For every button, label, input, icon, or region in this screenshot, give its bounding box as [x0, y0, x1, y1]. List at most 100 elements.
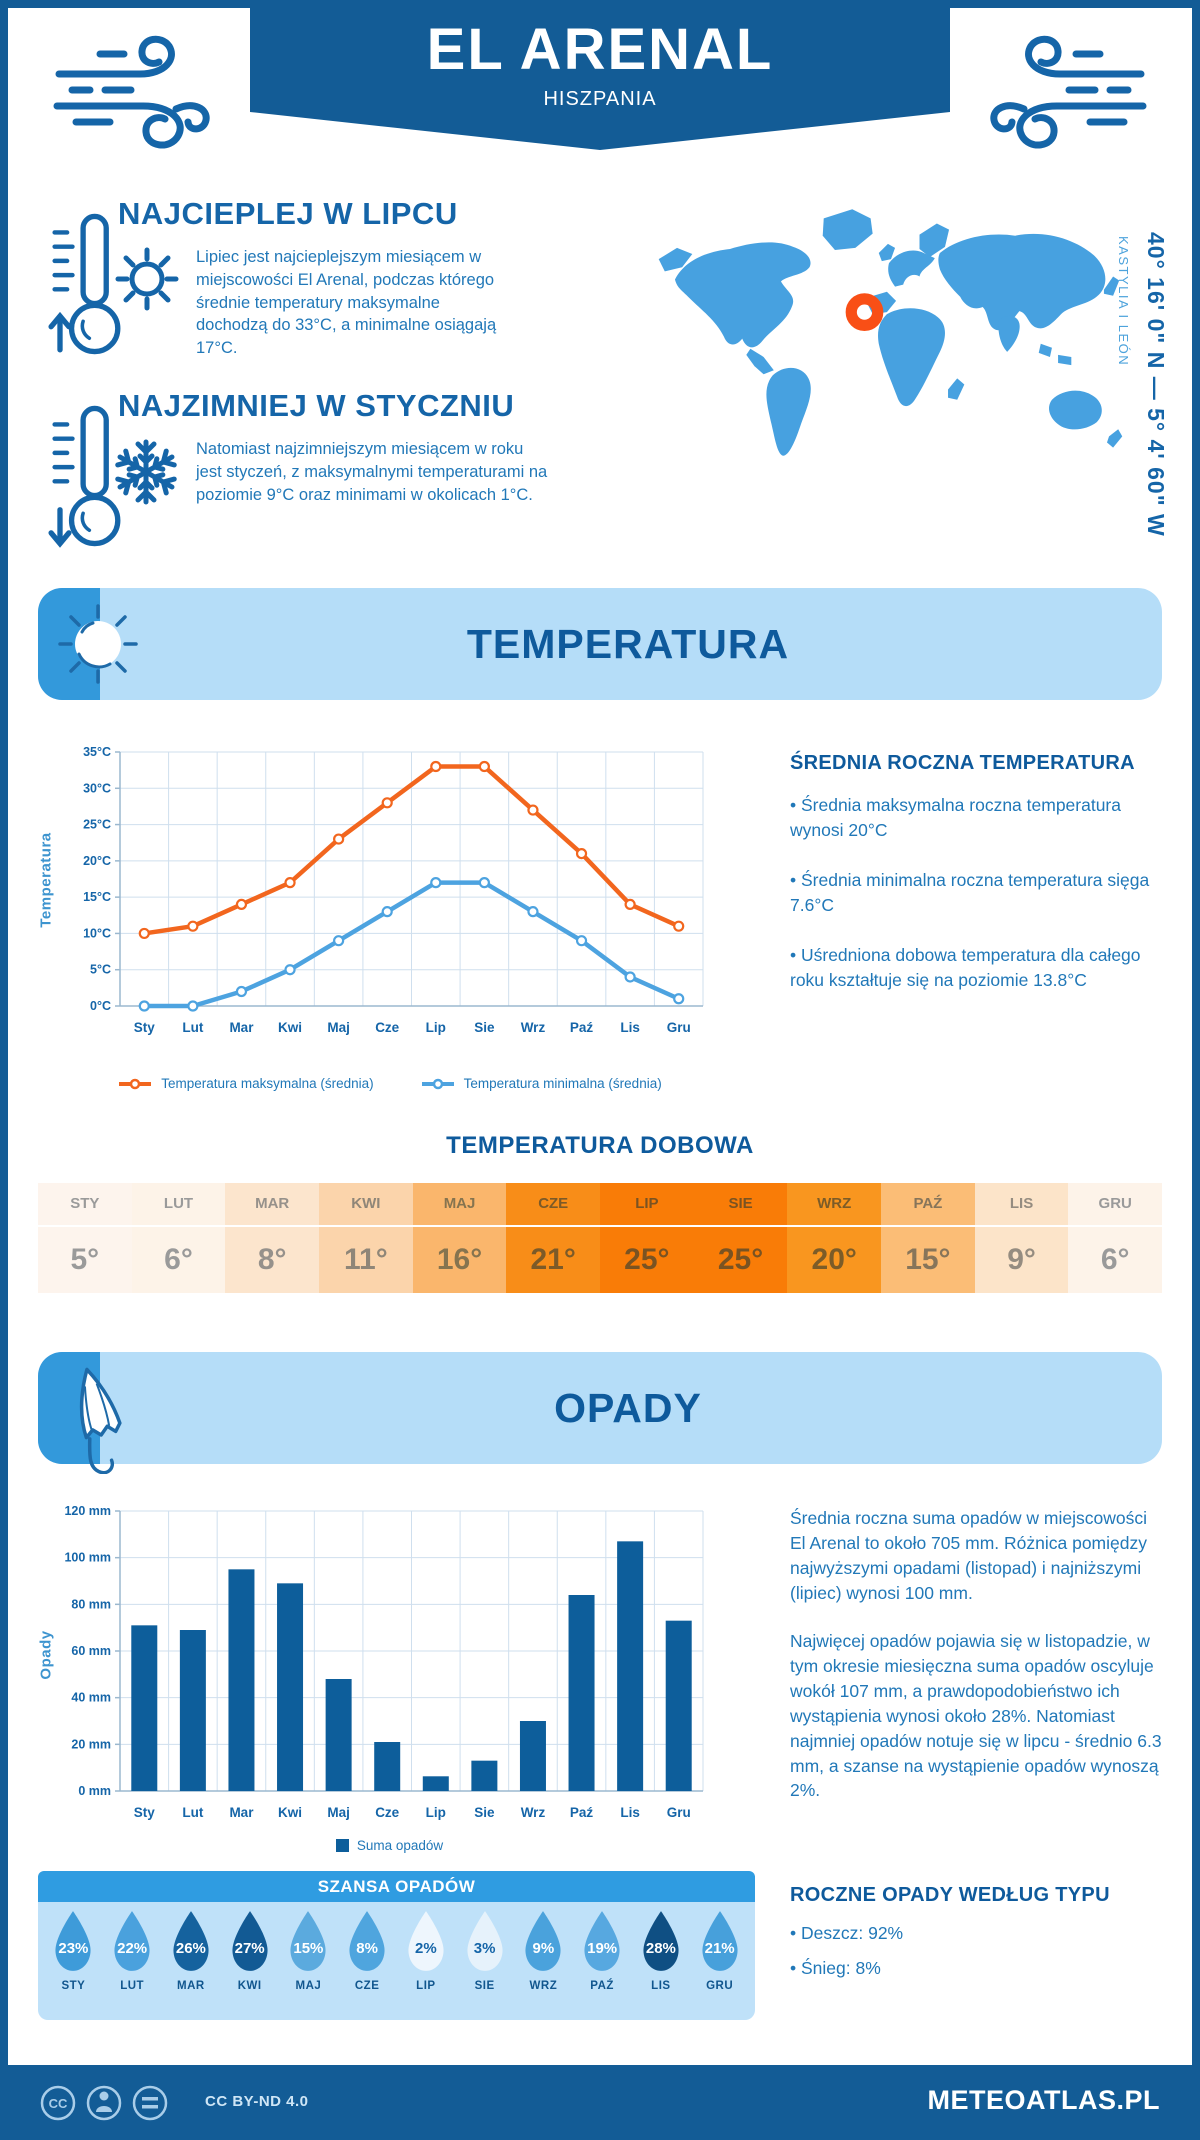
svg-text:0°C: 0°C: [90, 999, 111, 1013]
temp-cell: MAR 8°: [225, 1183, 320, 1293]
rain-drop-pct: 22%: [117, 1940, 148, 1957]
legend-label-max: Temperatura maksymalna (średnia): [161, 1076, 374, 1091]
rain-drop-month: KWI: [237, 1980, 262, 1992]
annual-bullet: • Średnia maksymalna roczna temperatura …: [790, 795, 1121, 840]
svg-text:Cze: Cze: [375, 1805, 399, 1820]
rain-drop-month: CZE: [354, 1980, 380, 1992]
rain-drop: 23% STY: [44, 1902, 103, 2020]
rain-drop: 28% LIS: [632, 1902, 691, 2020]
rain-drop: 26% MAR: [162, 1902, 221, 2020]
svg-text:5°C: 5°C: [90, 963, 111, 977]
temp-cell: GRU 6°: [1068, 1183, 1163, 1293]
droplet-icon: [584, 1911, 620, 1971]
svg-text:Sie: Sie: [474, 1805, 495, 1820]
temp-cell-value: 21°: [530, 1243, 576, 1276]
droplet-icon: [290, 1911, 326, 1971]
cc-icon: CC: [49, 2096, 68, 2111]
rain-drop: 27% KWI: [220, 1902, 279, 2020]
rain-drop-pct: 23%: [58, 1940, 89, 1957]
svg-text:Gru: Gru: [667, 1805, 691, 1820]
temp-cell: SIE 25°: [693, 1183, 788, 1293]
droplet-icon: [173, 1911, 209, 1971]
legend-item-max: Temperatura maksymalna (średnia): [117, 1076, 374, 1091]
by-type-heading: ROCZNE OPADY WEDŁUG TYPU: [790, 1884, 1110, 1906]
temp-cell-month: MAR: [225, 1183, 320, 1227]
svg-text:15°C: 15°C: [83, 890, 111, 904]
footer: CC CC BY-ND 4.0 METEOATLAS.PL: [0, 2065, 1200, 2140]
annual-temperature-block: ŚREDNIA ROCZNA TEMPERATURA • Średnia mak…: [790, 752, 1162, 1018]
legend-line-min-icon: [421, 1078, 454, 1089]
rain-drop-month: SIE: [474, 1980, 495, 1992]
temperature-section-header: TEMPERATURA: [38, 588, 1162, 700]
svg-text:Lip: Lip: [426, 1805, 446, 1820]
svg-text:Paź: Paź: [570, 1020, 594, 1035]
snowflake-icon: [115, 439, 177, 505]
temp-cell: LIP 25°: [600, 1183, 694, 1293]
temp-cell-month: SIE: [693, 1183, 788, 1227]
temp-cell-month: KWI: [319, 1183, 413, 1227]
temp-cell-value: 11°: [343, 1243, 388, 1276]
svg-text:Maj: Maj: [327, 1805, 350, 1820]
rain-drop: 2% LIP: [397, 1902, 456, 2020]
annual-temperature-heading: ŚREDNIA ROCZNA TEMPERATURA: [790, 752, 1135, 774]
thermometer-up-icon: [48, 213, 121, 355]
temp-cell-month: LUT: [131, 1183, 226, 1227]
precipitation-bar-chart: 0 mm 20 mm 40 mm 60 mm 80 mm 100 mm 120 mm Sty L…: [64, 1504, 704, 1820]
temp-cell-month: CZE: [506, 1183, 601, 1227]
map-region: KASTYLIA I LEÓN: [1116, 236, 1131, 367]
svg-text:Wrz: Wrz: [521, 1805, 546, 1820]
daily-temperature-table: STY 5° LUT 6° MAR 8° KWI 11° MAJ 16° CZE 21° L…: [38, 1183, 1163, 1293]
temp-cell-month: LIP: [600, 1183, 694, 1227]
wind-icon: [53, 35, 210, 149]
svg-text:Sty: Sty: [134, 1805, 156, 1820]
svg-text:Lut: Lut: [182, 1805, 203, 1820]
temp-cell: LIS 9°: [974, 1183, 1069, 1293]
temperature-chart-ylabel: Temperatura: [37, 832, 55, 928]
by-type-bullet: • Śnieg: 8%: [790, 1957, 881, 1978]
svg-text:Kwi: Kwi: [278, 1805, 302, 1820]
legend-label-precip: Suma opadów: [356, 1838, 444, 1853]
person-icon: [96, 2091, 112, 2112]
svg-text:Mar: Mar: [229, 1805, 254, 1820]
rain-drop-month: GRU: [706, 1980, 734, 1992]
coldest-month-text: Natomiast najzimniejszym miesiącem w rok…: [196, 440, 548, 504]
rain-chance-title: SZANSA OPADÓW: [38, 1871, 755, 1902]
rain-drop: 19% PAŹ: [573, 1902, 632, 2020]
page-title: EL ARENAL: [426, 17, 774, 82]
precipitation-chart-ylabel: Opady: [37, 1630, 55, 1680]
daily-temperature-title: TEMPERATURA DOBOWA: [446, 1132, 754, 1159]
rain-drop-pct: 9%: [532, 1940, 555, 1957]
location-marker: [845, 293, 884, 331]
rain-drop-pct: 8%: [356, 1940, 378, 1957]
annual-bullet: • Średnia minimalna roczna temperatura s…: [790, 870, 1150, 915]
temp-cell: MAJ 16°: [412, 1183, 507, 1293]
wind-icon: [990, 35, 1147, 149]
precipitation-section-header: OPADY: [38, 1352, 1162, 1474]
temperature-chart-legend: Temperatura maksymalna (średnia) Tempera…: [62, 1076, 717, 1091]
precipitation-by-type-block: ROCZNE OPADY WEDŁUG TYPU • Deszcz: 92% •…: [790, 1884, 1162, 1990]
rain-drop-pct: 27%: [234, 1940, 265, 1957]
temp-cell-month: WRZ: [787, 1183, 882, 1227]
page-border-left: [0, 0, 8, 2140]
droplet-icon: [232, 1911, 268, 1971]
legend-square-icon: [335, 1839, 349, 1852]
svg-text:10°C: 10°C: [83, 926, 111, 940]
temp-cell-value: 16°: [436, 1243, 483, 1276]
droplet-icon: [55, 1911, 91, 1971]
rain-drop: 9% WRZ: [514, 1902, 573, 2020]
temp-cell: WRZ 20°: [787, 1183, 882, 1293]
temp-cell: STY 5°: [38, 1183, 132, 1293]
rain-drop-month: WRZ: [529, 1980, 558, 1992]
rain-drop-month: PAŹ: [590, 1980, 614, 1992]
license-label: CC BY-ND 4.0: [205, 2093, 309, 2110]
svg-text:20 mm: 20 mm: [71, 1737, 111, 1751]
temp-cell: CZE 21°: [506, 1183, 601, 1293]
sun-icon: [115, 247, 179, 311]
temperature-line-chart: 0°C 5°C 10°C 15°C 20°C 25°C 30°C 35°C Sty Lut Mar K…: [83, 745, 704, 1035]
svg-text:Wrz: Wrz: [521, 1020, 546, 1035]
temp-cell-month: LIS: [974, 1183, 1069, 1227]
thermometer-down-icon: [48, 405, 121, 548]
precipitation-paragraph: Średnia roczna suma opadów w miejscowośc…: [790, 1508, 1147, 1603]
rain-drop: 22% LUT: [103, 1902, 162, 2020]
